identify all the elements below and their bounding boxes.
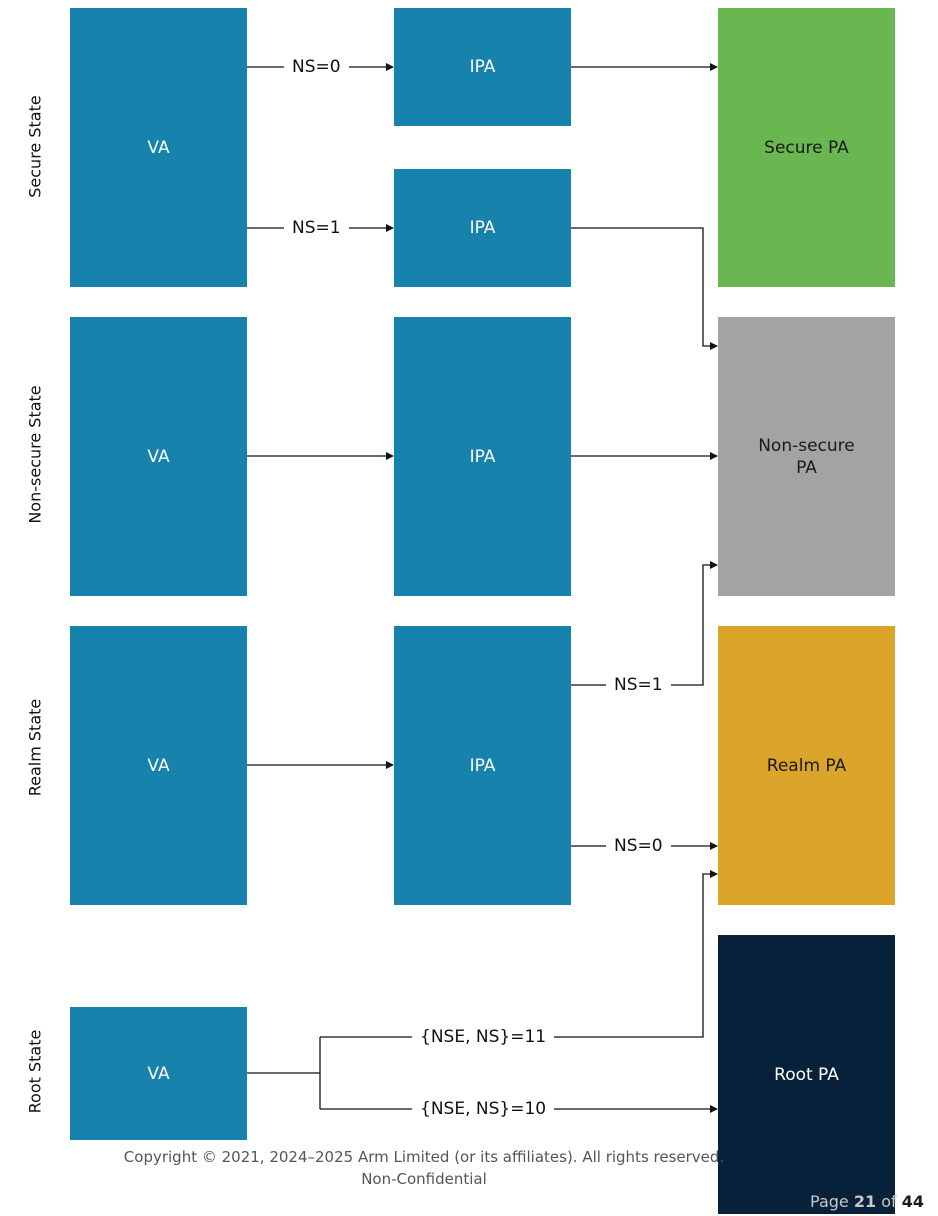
secure-va-block: VA — [70, 8, 247, 287]
nonsecure-ipa-block: IPA — [394, 317, 571, 596]
footer-confidentiality: Non-Confidential — [361, 1170, 487, 1188]
page-word: Page — [810, 1192, 849, 1211]
nonsecure-pa-label-line1: Non-secure — [758, 435, 855, 456]
secure-ipa-ns1-block: IPA — [394, 169, 571, 287]
page-current: 21 — [853, 1192, 877, 1211]
edge-label-root-nse-ns-11: {NSE, NS}=11 — [412, 1027, 555, 1047]
page-number: Page 21 of 44 — [810, 1192, 924, 1211]
edge-label-realm-ns0: NS=0 — [606, 836, 671, 856]
realm-pa-block: Realm PA — [718, 626, 895, 905]
root-va-block: VA — [70, 1007, 247, 1140]
secure-ipa-ns0-block: IPA — [394, 8, 571, 126]
realm-ipa-block: IPA — [394, 626, 571, 905]
page-of: of — [881, 1192, 897, 1211]
secure-pa-block: Secure PA — [718, 8, 895, 287]
root-va-label: VA — [147, 1063, 170, 1084]
secure-va-label: VA — [147, 137, 170, 158]
state-label-realm: Realm State — [25, 698, 45, 797]
realm-pa-label: Realm PA — [766, 755, 847, 776]
nonsecure-ipa-label: IPA — [469, 446, 496, 467]
nonsecure-pa-block: Non-secure PA — [718, 317, 895, 596]
realm-ipa-label: IPA — [469, 755, 496, 776]
root-pa-label: Root PA — [774, 1064, 839, 1085]
nonsecure-pa-label-line2: PA — [796, 457, 817, 478]
state-label-secure: Secure State — [25, 95, 45, 198]
wire-secure-ipa-nonsecurepa — [571, 227, 718, 350]
secure-pa-label: Secure PA — [764, 137, 849, 158]
root-pa-block: Root PA — [718, 935, 895, 1214]
edge-label-realm-ns1: NS=1 — [606, 675, 671, 695]
secure-ipa-ns0-label: IPA — [469, 57, 496, 77]
nonsecure-va-label: VA — [147, 446, 170, 467]
edge-label-root-nse-ns-10: {NSE, NS}=10 — [412, 1099, 555, 1119]
state-label-non-secure: Non-secure State — [25, 385, 45, 524]
footer-copyright: Copyright © 2021, 2024–2025 Arm Limited … — [123, 1148, 725, 1166]
edge-label-secure-ns0: NS=0 — [284, 57, 349, 77]
realm-va-block: VA — [70, 626, 247, 905]
realm-va-label: VA — [147, 755, 170, 776]
edge-label-secure-ns1: NS=1 — [284, 218, 349, 238]
wire-realm-ipa-nonsecurepa — [571, 561, 718, 686]
nonsecure-pa-label: Non-secure PA — [758, 435, 855, 479]
secure-ipa-ns1-label: IPA — [469, 218, 496, 238]
page-total: 44 — [901, 1192, 924, 1211]
nonsecure-va-block: VA — [70, 317, 247, 596]
